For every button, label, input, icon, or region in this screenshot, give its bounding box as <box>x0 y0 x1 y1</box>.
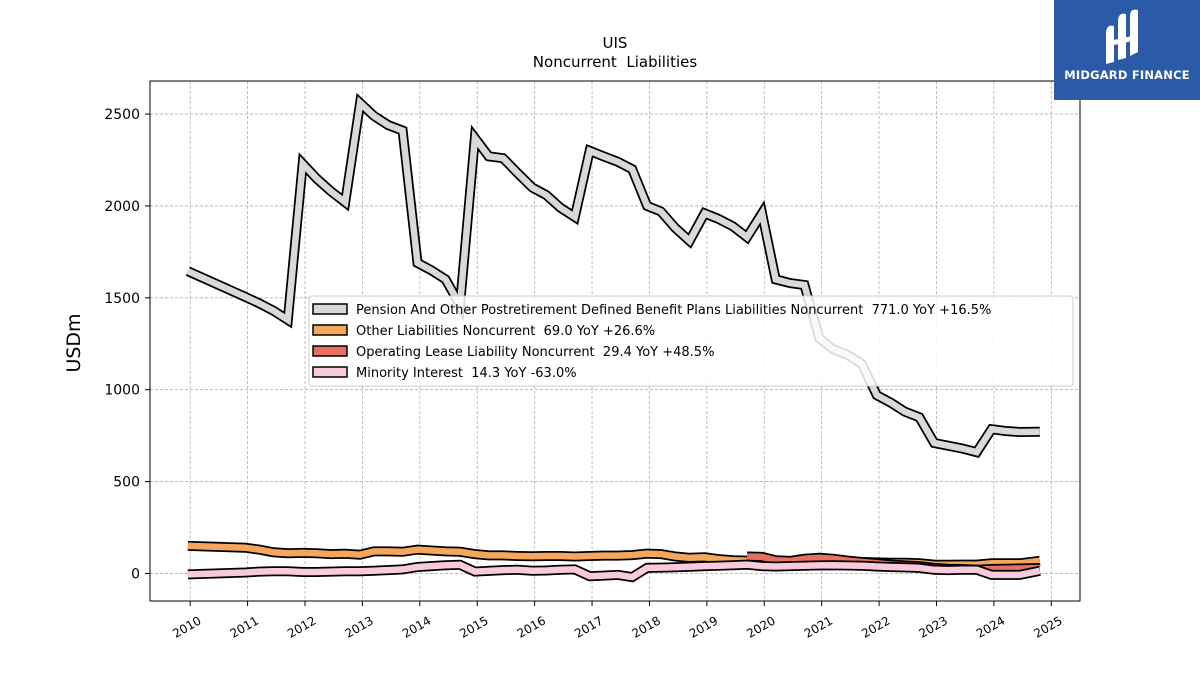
y-axis-label: USDm <box>63 313 85 372</box>
x-tick-label: 2012 <box>285 613 318 640</box>
y-tick-label: 500 <box>113 475 140 491</box>
x-tick-label: 2015 <box>457 613 490 640</box>
x-tick-label: 2022 <box>859 613 892 640</box>
x-tick-label: 2024 <box>974 613 1007 640</box>
legend-label: Other Liabilities Noncurrent 69.0 YoY +2… <box>356 324 655 339</box>
x-tick-label: 2025 <box>1031 613 1064 640</box>
series-group <box>185 92 1041 583</box>
legend-label: Operating Lease Liability Noncurrent 29.… <box>356 345 714 360</box>
series-line-0 <box>186 96 1040 456</box>
x-tick-label: 2010 <box>170 613 203 640</box>
x-tick-label: 2017 <box>572 613 605 640</box>
legend-swatch <box>312 324 348 336</box>
y-tick-label: 2500 <box>104 107 140 123</box>
legend-label: Pension And Other Postretirement Defined… <box>356 303 991 318</box>
chart-subtitle: Noncurrent Liabilities <box>533 53 698 71</box>
x-tick-label: 2013 <box>342 613 375 640</box>
x-tick-label: 2023 <box>917 613 950 640</box>
logo-mark-icon <box>1106 9 1138 64</box>
logo-badge: MIDGARD FINANCE <box>1054 0 1200 100</box>
plot-frame <box>149 80 1081 602</box>
x-tick-label: 2021 <box>802 613 835 640</box>
y-tick-label: 0 <box>131 566 140 582</box>
series-line-outline-0 <box>185 92 1040 458</box>
x-tick-label: 2019 <box>687 613 720 640</box>
series-line-3 <box>187 561 1041 581</box>
x-tick-label: 2011 <box>228 613 261 640</box>
legend-swatch <box>312 303 348 315</box>
x-tick-label: 2018 <box>629 613 662 640</box>
legend: Pension And Other Postretirement Defined… <box>308 295 1074 387</box>
x-tick-label: 2020 <box>744 613 777 640</box>
x-tick-label: 2016 <box>515 613 548 640</box>
y-tick-label: 1500 <box>104 291 140 307</box>
legend-swatch <box>312 366 348 378</box>
y-tick-label: 2000 <box>104 199 140 215</box>
logo-text: MIDGARD FINANCE <box>1064 68 1190 82</box>
chart-title: UIS <box>603 34 628 52</box>
legend-swatch <box>312 345 348 357</box>
x-tick-label: 2014 <box>400 613 433 640</box>
legend-box <box>308 295 1074 387</box>
y-tick-label: 1000 <box>104 383 140 399</box>
legend-label: Minority Interest 14.3 YoY -63.0% <box>356 366 577 381</box>
